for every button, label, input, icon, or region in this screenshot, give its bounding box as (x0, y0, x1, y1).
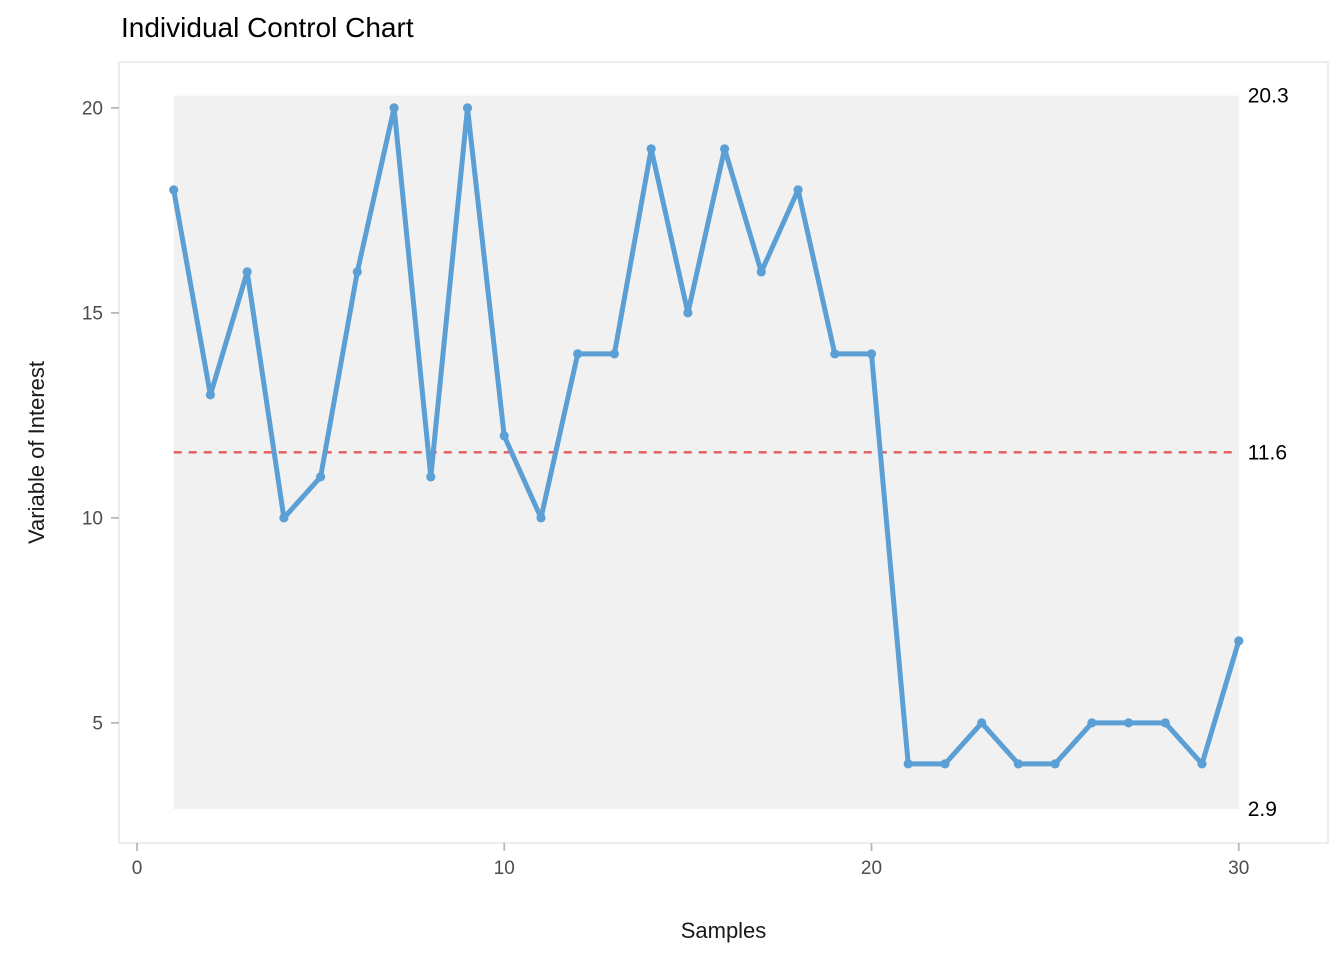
y-tick-label: 20 (82, 98, 103, 119)
data-point (1160, 718, 1170, 728)
data-point (793, 185, 803, 195)
x-axis-title: Samples (680, 918, 767, 943)
x-tick-label: 0 (132, 858, 143, 879)
data-point (573, 349, 583, 359)
data-point (536, 513, 546, 523)
data-point (426, 472, 436, 482)
data-point (646, 144, 656, 154)
center-line-label: 11.6 (1248, 441, 1287, 464)
x-tick-label: 10 (494, 858, 515, 879)
data-point (499, 431, 509, 441)
data-point (609, 349, 620, 359)
data-point (462, 103, 473, 113)
data-point (316, 472, 326, 482)
data-point (756, 267, 766, 277)
data-point (903, 759, 913, 769)
data-point (940, 759, 950, 769)
y-tick-label: 10 (82, 508, 103, 529)
data-point (830, 349, 840, 359)
data-point (389, 103, 399, 113)
data-point (242, 267, 252, 277)
x-tick-label: 30 (1228, 858, 1249, 879)
data-point (1234, 636, 1244, 646)
y-axis-title: Variable of Interest (24, 360, 49, 545)
data-point (1124, 718, 1134, 728)
data-point (720, 144, 730, 154)
lcl-label: 2.9 (1248, 798, 1277, 821)
data-point (169, 185, 179, 195)
chart-title: Individual Control Chart (121, 12, 414, 43)
data-point (352, 267, 362, 277)
data-point (205, 390, 215, 400)
y-tick-label: 5 (92, 713, 103, 734)
ucl-label: 20.3 (1248, 85, 1289, 108)
data-point (866, 349, 877, 359)
data-point (977, 718, 987, 728)
x-tick-label: 20 (861, 858, 882, 879)
data-point (683, 308, 693, 318)
data-point (279, 513, 289, 523)
data-point (1013, 759, 1024, 769)
data-point (1050, 759, 1060, 769)
data-point (1087, 718, 1097, 728)
data-series-line (171, 105, 1242, 767)
data-point (1197, 759, 1207, 769)
y-tick-label: 15 (82, 303, 103, 324)
